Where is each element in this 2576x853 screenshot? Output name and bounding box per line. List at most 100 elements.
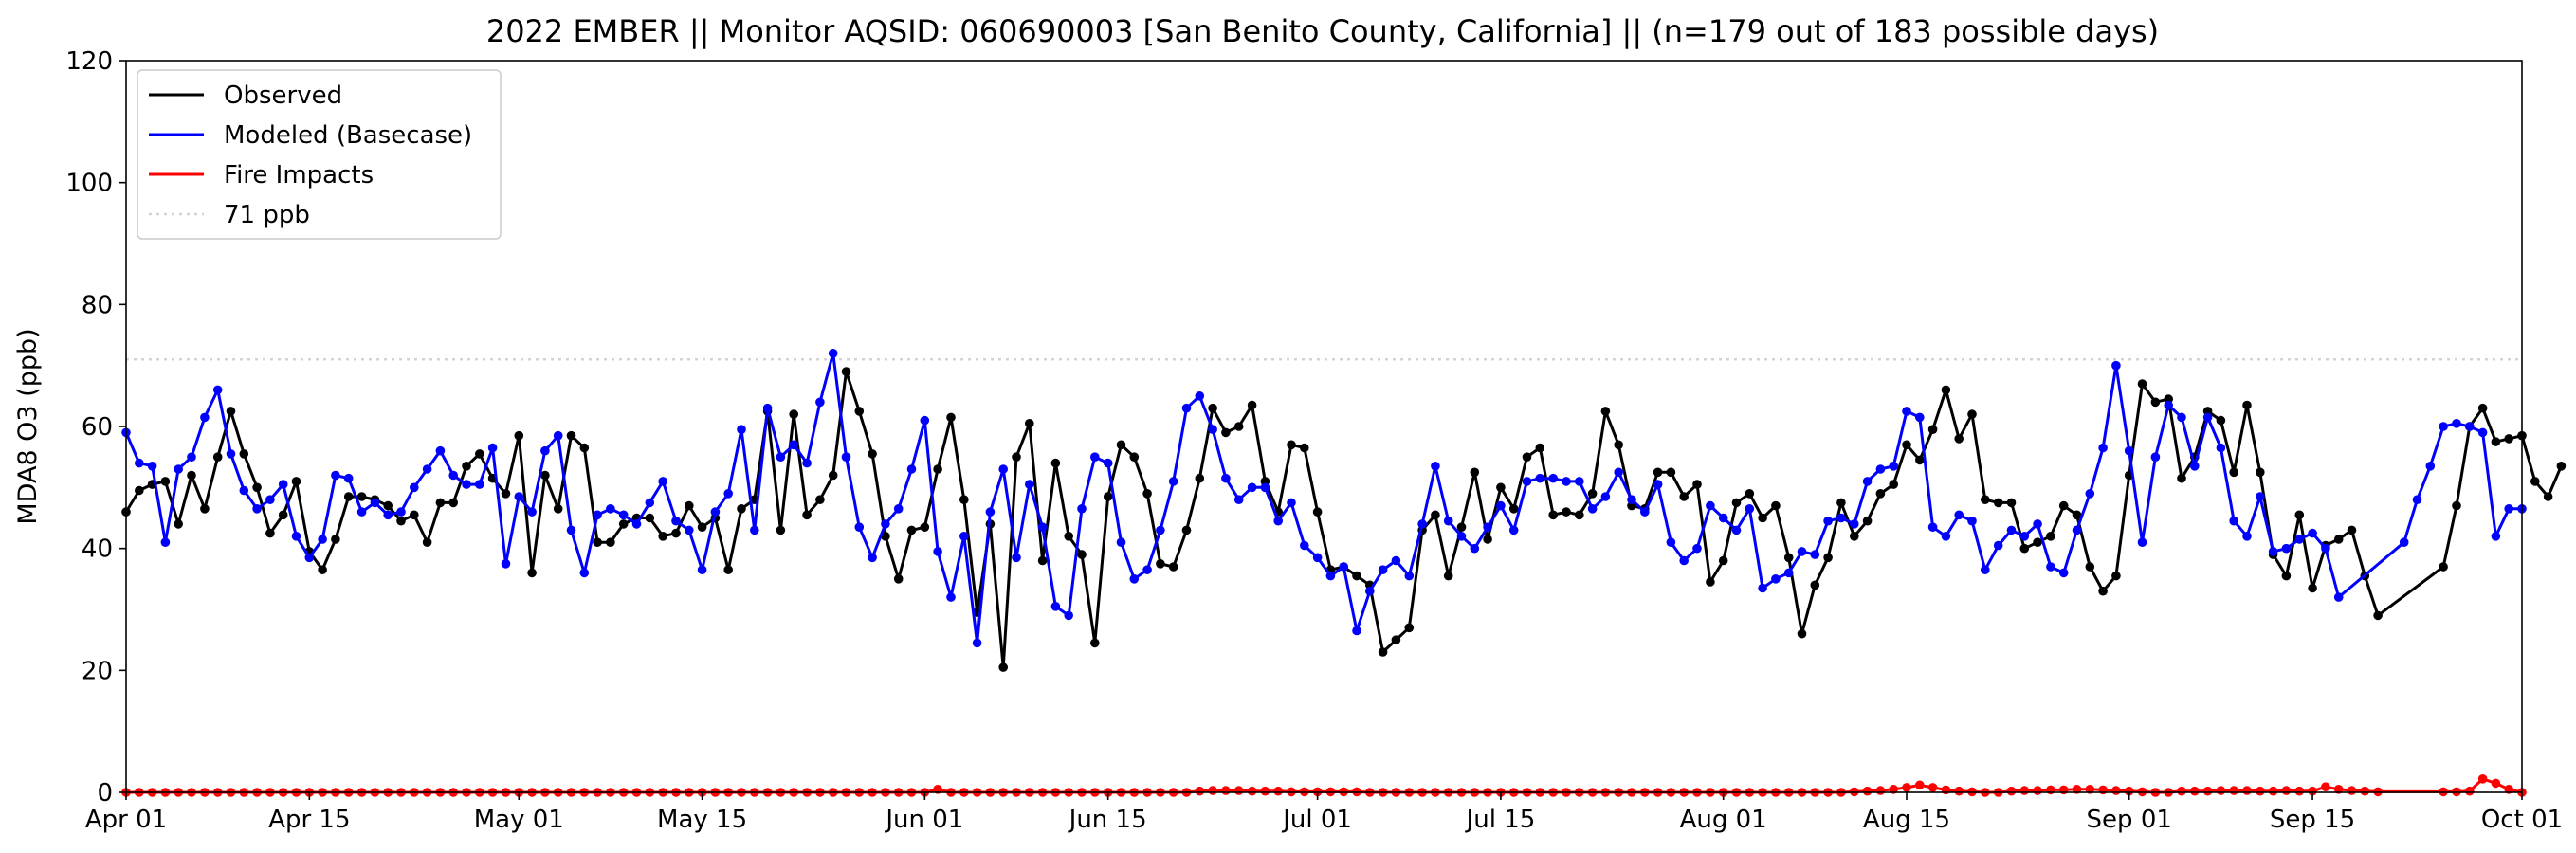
x-tick-label: Oct 01 [2481,806,2563,834]
data-point-observed [343,492,354,501]
data-point-observed [1745,489,1755,499]
data-point-observed [2111,571,2121,581]
data-point-fire-impacts [1195,786,1205,796]
data-point-observed [278,510,288,520]
data-point-observed [854,407,865,416]
data-point-observed [1287,440,1296,450]
data-point-observed [1431,510,1440,520]
data-point-modeled-basecase [593,510,602,520]
data-point-modeled-basecase [1443,516,1453,526]
y-tick-label: 120 [65,47,113,76]
data-point-modeled-basecase [1927,522,1938,532]
data-point-observed [658,532,667,541]
data-point-modeled-basecase [1090,452,1100,463]
data-point-observed [1548,510,1558,520]
data-point-modeled-basecase [1993,540,2003,551]
data-point-observed [1300,443,1309,453]
data-point-modeled-basecase [2425,462,2436,471]
data-point-modeled-basecase [1967,516,1977,526]
data-point-observed [1470,467,1480,478]
data-point-observed [1090,638,1100,648]
data-point-modeled-basecase [959,532,969,541]
data-point-observed [893,574,904,584]
data-point-fire-impacts [2229,786,2238,795]
data-point-modeled-basecase [2177,412,2186,423]
data-point-observed [815,495,825,504]
data-point-observed [881,532,890,541]
data-point-observed [1653,467,1663,478]
data-point-observed [1679,492,1689,501]
data-point-observed [1168,562,1178,572]
data-point-observed [1247,400,1257,410]
data-point-modeled-basecase [868,553,877,563]
data-point-modeled-basecase [697,565,707,574]
series-layer [121,349,2567,797]
data-point-modeled-basecase [1836,513,1846,523]
data-point-modeled-basecase [710,507,721,517]
data-point-observed [2477,403,2488,413]
data-point-modeled-basecase [147,462,157,471]
data-point-observed [566,430,576,441]
data-point-observed [1692,480,1702,489]
data-point-observed [212,452,223,463]
data-point-modeled-basecase [265,495,275,504]
data-point-observed [1954,434,1964,444]
data-point-observed [1902,440,1911,450]
data-point-modeled-basecase [2137,537,2147,547]
series-line-modeled-basecase [124,352,2522,644]
data-point-observed [2347,525,2357,535]
data-point-modeled-basecase [252,504,262,514]
data-point-observed [1535,443,1545,453]
data-point-modeled-basecase [1535,473,1545,483]
data-point-modeled-basecase [579,568,590,578]
data-point-observed [1993,498,2003,508]
data-point-modeled-basecase [841,452,851,463]
data-point-modeled-basecase [1496,500,1506,511]
data-point-modeled-basecase [1260,482,1270,493]
data-point-modeled-basecase [2098,443,2108,453]
data-point-observed [579,443,590,453]
data-point-modeled-basecase [618,510,629,520]
data-point-modeled-basecase [1391,555,1401,566]
data-point-fire-impacts [1221,786,1231,795]
data-point-modeled-basecase [1508,525,1519,535]
data-point-observed [462,462,471,471]
data-point-modeled-basecase [645,498,655,508]
data-point-observed [1600,407,1611,416]
data-point-observed [1875,489,1886,499]
data-point-modeled-basecase [566,525,576,535]
data-point-observed [1181,525,1192,535]
data-point-observed [2256,467,2265,478]
data-point-modeled-basecase [762,403,773,413]
data-point-modeled-basecase [1783,568,1794,578]
data-point-modeled-basecase [1771,574,1781,584]
data-point-modeled-basecase [1431,462,1440,471]
data-point-fire-impacts [1233,786,1244,795]
data-point-modeled-basecase [1365,586,1375,596]
data-point-observed [2085,562,2095,572]
data-point-observed [1823,553,1833,563]
data-point-observed [645,513,655,523]
y-tick-label: 60 [82,413,113,442]
data-point-observed [265,528,275,538]
legend-label-modeled: Modeled (Basecase) [224,121,472,150]
data-point-modeled-basecase [1614,467,1623,478]
data-point-observed [160,477,171,486]
data-point-fire-impacts [1260,786,1270,796]
data-point-observed [2216,415,2226,426]
data-point-observed [1666,467,1676,478]
data-point-modeled-basecase [737,425,746,435]
data-point-modeled-basecase [1902,407,1911,416]
data-point-observed [1077,550,1087,559]
data-point-modeled-basecase [1797,547,1807,556]
data-point-observed [1587,489,1598,499]
data-point-observed [239,449,249,459]
data-point-modeled-basecase [1012,553,1021,563]
data-point-modeled-basecase [1156,525,1165,535]
data-point-modeled-basecase [396,507,406,517]
data-point-observed [356,492,367,501]
data-point-modeled-basecase [1103,458,1113,468]
data-point-observed [540,470,550,481]
data-point-observed [396,516,406,526]
data-point-modeled-basecase [1233,495,1244,504]
